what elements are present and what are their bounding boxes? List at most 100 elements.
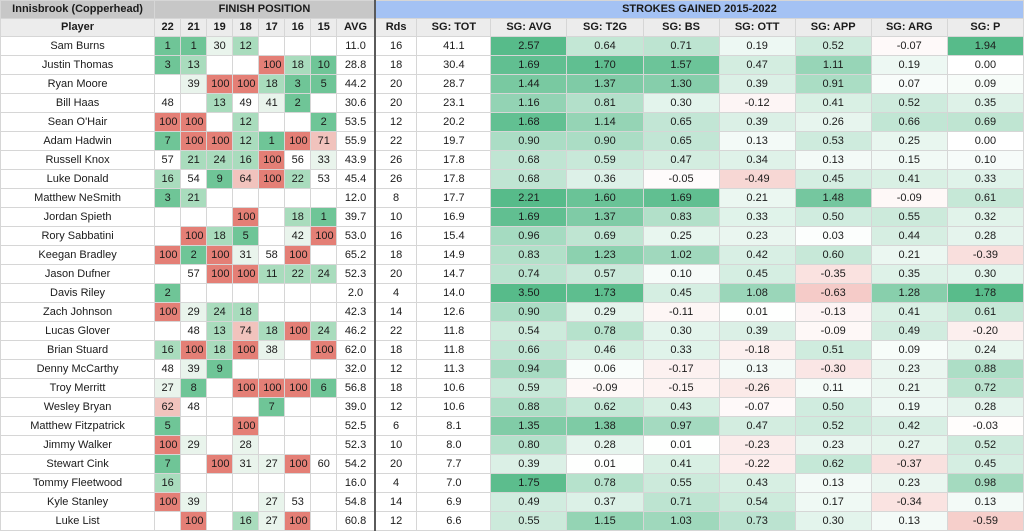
sg-value-cell[interactable]: 2.57 [490, 36, 568, 56]
finish-position-cell[interactable]: 100 [232, 74, 260, 94]
avg-finish-cell[interactable]: 28.8 [336, 55, 376, 75]
sg-value-cell[interactable]: -0.07 [870, 36, 948, 56]
rounds-cell[interactable]: 16 [374, 226, 418, 246]
sg-total-cell[interactable]: 12.6 [416, 302, 492, 322]
sg-value-cell[interactable]: 0.61 [946, 302, 1024, 322]
sg-value-cell[interactable]: 0.21 [870, 378, 948, 398]
finish-position-cell[interactable]: 24 [206, 302, 234, 322]
sg-value-cell[interactable]: 0.68 [490, 150, 568, 170]
sg-value-cell[interactable]: 1.03 [642, 511, 720, 531]
sg-value-cell[interactable]: 0.41 [870, 302, 948, 322]
finish-position-cell[interactable] [284, 188, 312, 208]
sg-value-cell[interactable]: 0.47 [718, 55, 796, 75]
finish-position-cell[interactable] [232, 397, 260, 417]
column-header-year[interactable]: 18 [232, 18, 260, 37]
finish-position-cell[interactable]: 57 [180, 264, 208, 284]
finish-position-cell[interactable] [284, 359, 312, 379]
finish-position-cell[interactable]: 31 [232, 245, 260, 265]
finish-position-cell[interactable]: 100 [154, 435, 182, 455]
sg-value-cell[interactable]: 0.32 [946, 207, 1024, 227]
sg-value-cell[interactable]: 0.71 [642, 492, 720, 512]
sg-value-cell[interactable]: 1.69 [642, 188, 720, 208]
player-name-cell[interactable]: Rory Sabbatini [0, 226, 156, 246]
sg-total-cell[interactable]: 14.7 [416, 264, 492, 284]
sg-value-cell[interactable]: 0.73 [718, 511, 796, 531]
player-name-cell[interactable]: Troy Merritt [0, 378, 156, 398]
sg-value-cell[interactable]: 0.41 [642, 454, 720, 474]
sg-total-cell[interactable]: 28.7 [416, 74, 492, 94]
column-header-sg-tot[interactable]: SG: TOT [416, 18, 492, 37]
sg-total-cell[interactable]: 11.3 [416, 359, 492, 379]
finish-position-header[interactable]: FINISH POSITION [154, 0, 376, 19]
avg-finish-cell[interactable]: 54.2 [336, 454, 376, 474]
finish-position-cell[interactable] [206, 435, 234, 455]
sg-value-cell[interactable]: 1.15 [566, 511, 644, 531]
sg-value-cell[interactable]: -0.63 [794, 283, 872, 303]
finish-position-cell[interactable]: 100 [284, 511, 312, 531]
finish-position-cell[interactable] [180, 454, 208, 474]
avg-finish-cell[interactable]: 45.4 [336, 169, 376, 189]
finish-position-cell[interactable] [258, 188, 286, 208]
finish-position-cell[interactable]: 9 [206, 359, 234, 379]
avg-finish-cell[interactable]: 43.9 [336, 150, 376, 170]
sg-value-cell[interactable]: 0.21 [718, 188, 796, 208]
sg-value-cell[interactable]: 0.25 [870, 131, 948, 151]
sg-value-cell[interactable]: -0.13 [794, 302, 872, 322]
player-name-cell[interactable]: Sean O'Hair [0, 112, 156, 132]
sg-value-cell[interactable]: 0.07 [870, 74, 948, 94]
avg-finish-cell[interactable]: 30.6 [336, 93, 376, 113]
sg-value-cell[interactable]: 1.08 [718, 283, 796, 303]
sg-value-cell[interactable]: 1.70 [566, 55, 644, 75]
column-header-year[interactable]: 15 [310, 18, 338, 37]
sg-value-cell[interactable]: 1.78 [946, 283, 1024, 303]
finish-position-cell[interactable] [310, 435, 338, 455]
sg-value-cell[interactable]: -0.59 [946, 511, 1024, 531]
finish-position-cell[interactable] [258, 207, 286, 227]
finish-position-cell[interactable]: 2 [310, 112, 338, 132]
finish-position-cell[interactable]: 3 [154, 55, 182, 75]
finish-position-cell[interactable] [310, 93, 338, 113]
finish-position-cell[interactable]: 60 [310, 454, 338, 474]
rounds-cell[interactable]: 20 [374, 74, 418, 94]
sg-value-cell[interactable]: -0.03 [946, 416, 1024, 436]
player-name-cell[interactable]: Stewart Cink [0, 454, 156, 474]
sg-value-cell[interactable]: 0.59 [566, 150, 644, 170]
finish-position-cell[interactable] [232, 188, 260, 208]
sg-value-cell[interactable]: 0.65 [642, 131, 720, 151]
sg-value-cell[interactable]: 0.33 [642, 340, 720, 360]
rounds-cell[interactable]: 14 [374, 302, 418, 322]
sg-total-cell[interactable]: 10.6 [416, 397, 492, 417]
sg-value-cell[interactable]: -0.23 [718, 435, 796, 455]
player-name-cell[interactable]: Keegan Bradley [0, 245, 156, 265]
rounds-cell[interactable]: 12 [374, 112, 418, 132]
player-name-cell[interactable]: Matthew NeSmith [0, 188, 156, 208]
finish-position-cell[interactable]: 5 [154, 416, 182, 436]
finish-position-cell[interactable] [206, 283, 234, 303]
finish-position-cell[interactable]: 24 [310, 264, 338, 284]
finish-position-cell[interactable]: 5 [310, 74, 338, 94]
player-name-cell[interactable]: Davis Riley [0, 283, 156, 303]
sg-value-cell[interactable]: 0.06 [566, 359, 644, 379]
finish-position-cell[interactable]: 11 [258, 264, 286, 284]
sg-value-cell[interactable]: 0.71 [642, 36, 720, 56]
finish-position-cell[interactable] [284, 302, 312, 322]
sg-value-cell[interactable]: 1.37 [566, 74, 644, 94]
finish-position-cell[interactable] [206, 416, 234, 436]
finish-position-cell[interactable] [284, 112, 312, 132]
sg-value-cell[interactable]: 1.69 [490, 207, 568, 227]
column-header-sg-avg[interactable]: SG: AVG [490, 18, 568, 37]
sg-value-cell[interactable]: 1.14 [566, 112, 644, 132]
finish-position-cell[interactable] [258, 36, 286, 56]
sg-value-cell[interactable]: 0.80 [490, 435, 568, 455]
finish-position-cell[interactable]: 7 [154, 131, 182, 151]
avg-finish-cell[interactable]: 12.0 [336, 188, 376, 208]
rounds-cell[interactable]: 26 [374, 150, 418, 170]
finish-position-cell[interactable]: 54 [180, 169, 208, 189]
finish-position-cell[interactable]: 100 [180, 112, 208, 132]
finish-position-cell[interactable] [310, 511, 338, 531]
avg-finish-cell[interactable]: 56.8 [336, 378, 376, 398]
sg-value-cell[interactable]: 0.24 [946, 340, 1024, 360]
sg-value-cell[interactable]: 0.42 [870, 416, 948, 436]
sg-value-cell[interactable]: 0.69 [566, 226, 644, 246]
finish-position-cell[interactable]: 5 [232, 226, 260, 246]
